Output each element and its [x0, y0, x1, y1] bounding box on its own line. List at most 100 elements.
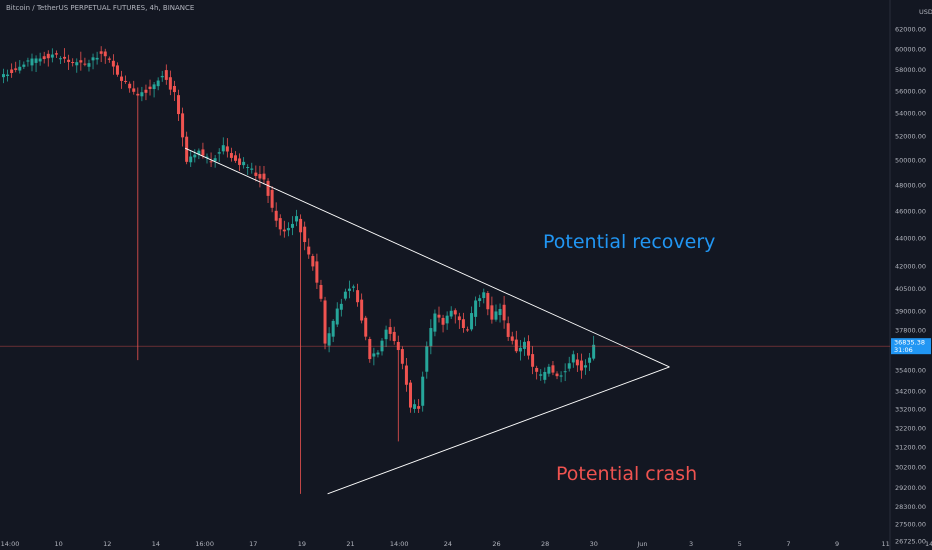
candle	[433, 313, 437, 332]
candle	[364, 317, 368, 337]
candle	[91, 57, 95, 61]
trendline-upper[interactable]	[184, 147, 670, 368]
x-tick-label: 10	[55, 540, 63, 548]
candle	[148, 86, 152, 89]
trendline-lower[interactable]	[327, 366, 670, 495]
candle	[584, 365, 588, 368]
candle	[258, 174, 262, 179]
candle	[352, 286, 356, 288]
candle	[225, 146, 229, 152]
candle	[514, 339, 518, 352]
candle	[132, 88, 136, 92]
candle	[282, 229, 286, 232]
x-tick-label: 17	[249, 540, 257, 548]
y-tick-label: 30200.00	[895, 463, 926, 471]
candle	[34, 58, 38, 63]
candle	[571, 354, 575, 363]
candle	[18, 66, 22, 71]
y-tick-label: 31200.00	[895, 444, 926, 452]
candle	[547, 366, 551, 374]
candle	[575, 359, 579, 366]
candle	[425, 346, 429, 372]
price-badge-countdown: 31:06	[894, 346, 913, 354]
candle	[67, 59, 71, 62]
candle	[2, 74, 5, 78]
x-tick-label: 26	[492, 540, 500, 548]
candle	[242, 161, 246, 166]
y-tick-label: 54000.00	[895, 110, 926, 118]
candle	[555, 373, 559, 377]
candle	[278, 218, 282, 230]
candle	[295, 216, 299, 222]
candle	[498, 309, 502, 316]
candle	[449, 310, 453, 317]
y-tick-label: 35400.00	[895, 367, 926, 375]
candle	[201, 149, 205, 156]
x-tick-label: Jun	[636, 540, 647, 548]
candle	[58, 58, 62, 60]
y-tick-label: 62000.00	[895, 26, 926, 34]
y-tick-label: 56000.00	[895, 88, 926, 96]
candle	[54, 53, 58, 55]
y-tick-label: 46000.00	[895, 207, 926, 215]
candle	[290, 223, 294, 228]
y-tick-label: 29200.00	[895, 484, 926, 492]
candle	[136, 93, 140, 96]
y-tick-label: 52000.00	[895, 133, 926, 141]
y-tick-label: 42000.00	[895, 263, 926, 271]
candle	[331, 320, 335, 337]
candle	[421, 376, 425, 406]
candle	[510, 336, 514, 341]
candle	[343, 291, 347, 299]
y-tick-label: 39000.00	[895, 308, 926, 316]
candle	[474, 300, 478, 317]
x-tick-label: 14:00	[925, 540, 932, 548]
annotation-crash: Potential crash	[556, 463, 697, 485]
candle	[299, 218, 303, 233]
candle	[360, 299, 364, 321]
candle	[429, 328, 433, 347]
x-tick-label: 24	[444, 540, 452, 548]
candle	[144, 89, 148, 93]
candle	[63, 56, 67, 59]
y-tick-label: 44000.00	[895, 234, 926, 242]
candle	[494, 311, 498, 320]
candle	[339, 303, 343, 310]
x-tick-label: 16:00	[195, 540, 214, 548]
x-tick-label: 5	[738, 540, 742, 548]
candle	[441, 317, 445, 325]
price-badge	[891, 338, 931, 355]
y-tick-label: 48000.00	[895, 181, 926, 189]
x-tick-label: 19	[298, 540, 306, 548]
x-tick-label: 30	[590, 540, 598, 548]
x-tick-label: 14:00	[390, 540, 409, 548]
candle	[376, 352, 380, 355]
candle	[372, 353, 376, 357]
candle	[388, 327, 392, 334]
y-tick-label: 40500.00	[895, 285, 926, 293]
candle	[319, 285, 323, 299]
candle	[461, 319, 465, 329]
y-tick-label: 32200.00	[895, 424, 926, 432]
y-tick-label: 60000.00	[895, 46, 926, 54]
y-tick-label: 26725.00	[895, 538, 926, 546]
candle	[103, 51, 107, 57]
candle	[437, 314, 441, 318]
candle	[79, 60, 83, 63]
candle	[152, 84, 156, 90]
candle	[111, 60, 115, 67]
candle	[168, 77, 172, 90]
candle	[181, 113, 185, 138]
candle	[164, 70, 168, 80]
candle	[592, 344, 596, 359]
candle	[46, 53, 50, 59]
candle	[128, 83, 132, 89]
y-tick-label: 33200.00	[895, 406, 926, 414]
x-tick-label: 14:00	[1, 540, 20, 548]
candle	[384, 329, 388, 340]
candle	[527, 341, 531, 356]
candle	[543, 371, 547, 380]
candle	[42, 56, 46, 60]
